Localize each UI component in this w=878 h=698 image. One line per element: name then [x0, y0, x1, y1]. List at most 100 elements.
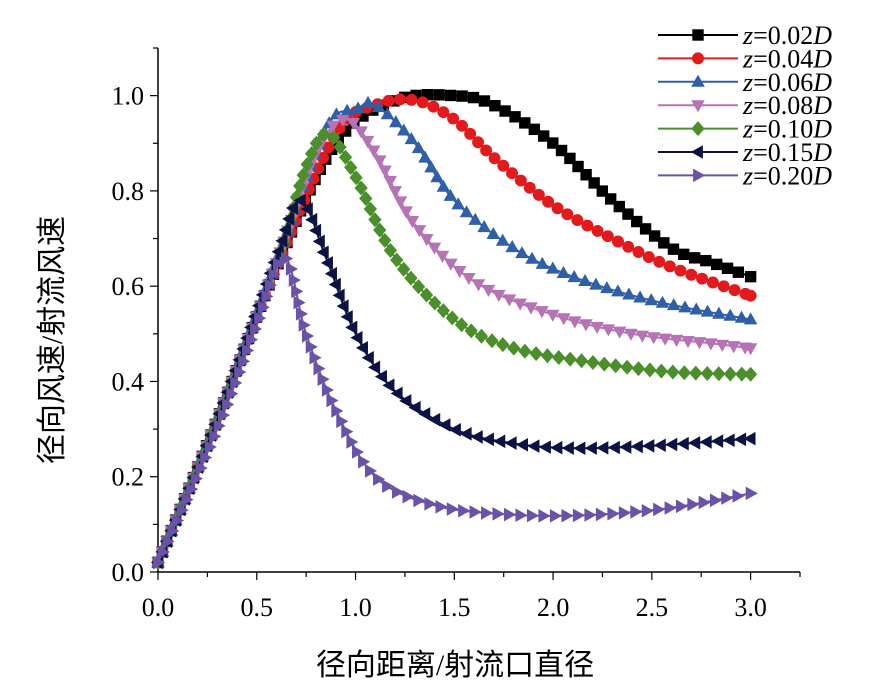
legend-item: z=0.10D — [658, 115, 832, 144]
data-point-triangle-right — [687, 497, 700, 512]
data-point-circle — [472, 136, 485, 149]
data-point-triangle-right — [364, 464, 378, 478]
data-point-triangle-down — [681, 335, 695, 349]
data-point-diamond — [735, 366, 749, 382]
data-point-triangle-left — [320, 256, 333, 270]
data-point-triangle-right — [209, 429, 222, 444]
data-point-diamond — [354, 180, 368, 196]
data-point-triangle-right — [200, 450, 213, 465]
data-point-triangle-right — [261, 289, 274, 304]
y-tick-label: 0.4 — [112, 367, 145, 396]
data-point-diamond — [338, 149, 353, 165]
data-point-triangle-up — [556, 265, 571, 278]
data-point-triangle-right — [331, 404, 344, 418]
data-point-diamond — [296, 167, 310, 183]
data-point-diamond — [428, 295, 442, 311]
data-point-triangle-right — [618, 506, 631, 520]
data-point-circle — [642, 251, 655, 263]
data-point-square — [572, 160, 584, 173]
data-point-triangle-down — [481, 284, 496, 297]
data-point-diamond — [464, 323, 478, 339]
data-point-diamond — [540, 348, 555, 364]
data-point-circle — [514, 174, 527, 187]
data-point-triangle-right — [238, 354, 251, 369]
data-point-diamond — [677, 365, 691, 381]
data-point-triangle-right — [167, 524, 180, 538]
data-point-triangle-down — [444, 258, 458, 271]
data-point-triangle-up — [723, 308, 738, 321]
data-point-triangle-right — [242, 343, 255, 358]
data-point-circle — [728, 284, 741, 297]
data-point-triangle-left — [470, 430, 483, 444]
data-point-circle — [692, 52, 704, 65]
data-point-triangle-right — [295, 307, 309, 321]
data-point-circle — [480, 144, 493, 157]
data-point-circle — [561, 208, 574, 221]
data-point-square — [444, 89, 457, 102]
data-point-triangle-down — [399, 206, 413, 219]
data-point-triangle-up — [611, 284, 625, 297]
data-point-triangle-up — [418, 150, 432, 163]
data-point-circle — [612, 235, 624, 248]
data-point-triangle-right — [153, 555, 166, 570]
data-point-circle — [591, 224, 604, 237]
data-point-triangle-left — [653, 438, 666, 453]
legend-item: z=0.20D — [658, 161, 832, 190]
data-point-triangle-left — [690, 145, 703, 159]
data-point-circle — [382, 94, 395, 107]
data-point-triangle-left — [428, 412, 441, 427]
data-point-triangle-up — [436, 179, 451, 192]
data-point-triangle-right — [305, 340, 318, 354]
data-point-diamond — [563, 351, 577, 367]
data-point-triangle-up — [515, 246, 529, 259]
data-point-triangle-right — [186, 482, 199, 496]
data-point-triangle-right — [246, 332, 259, 347]
data-point-triangle-right — [264, 278, 277, 293]
data-point-triangle-left — [743, 431, 756, 446]
data-point-diamond — [309, 135, 323, 151]
data-point-triangle-right — [190, 471, 203, 486]
data-point-triangle-right — [301, 329, 315, 343]
data-point-circle — [405, 93, 418, 106]
data-point-diamond — [359, 190, 373, 206]
data-point-square — [499, 105, 511, 117]
data-point-triangle-up — [622, 287, 636, 300]
data-point-diamond — [485, 333, 499, 349]
data-point-triangle-up — [712, 306, 726, 319]
data-point-triangle-right — [392, 485, 405, 499]
data-point-triangle-up — [546, 261, 560, 274]
data-point-diamond — [620, 359, 634, 375]
data-point-triangle-right — [313, 361, 326, 376]
data-point-triangle-left — [345, 320, 358, 335]
data-point-circle — [674, 264, 687, 277]
data-point-square — [596, 185, 608, 197]
data-point-triangle-right — [257, 300, 270, 315]
data-point-triangle-left — [527, 439, 540, 453]
data-point-circle — [542, 195, 555, 208]
data-point-triangle-up — [678, 300, 692, 313]
data-point-square — [688, 252, 701, 264]
data-point-diamond — [396, 261, 411, 277]
data-point-square — [555, 144, 568, 157]
data-point-circle — [394, 93, 407, 106]
data-point-square — [658, 237, 670, 249]
data-point-triangle-right — [213, 419, 226, 433]
data-point-triangle-left — [282, 212, 295, 226]
data-point-square — [744, 270, 757, 283]
data-point-triangle-down — [635, 330, 650, 343]
data-point-diamond — [378, 232, 392, 248]
data-point-triangle-up — [389, 115, 403, 128]
data-point-triangle-right — [607, 506, 620, 521]
data-point-triangle-right — [162, 534, 175, 549]
legend-item: z=0.08D — [658, 91, 832, 120]
data-point-diamond — [631, 361, 646, 377]
data-point-triangle-down — [579, 319, 593, 332]
data-point-triangle-up — [655, 295, 670, 308]
data-point-triangle-down — [535, 306, 549, 319]
data-point-diamond — [743, 366, 758, 382]
data-point-square — [721, 262, 734, 274]
data-point-triangle-up — [644, 293, 659, 306]
data-point-triangle-right — [157, 545, 170, 559]
data-point-triangle-right — [281, 251, 294, 266]
data-point-square — [467, 91, 480, 104]
